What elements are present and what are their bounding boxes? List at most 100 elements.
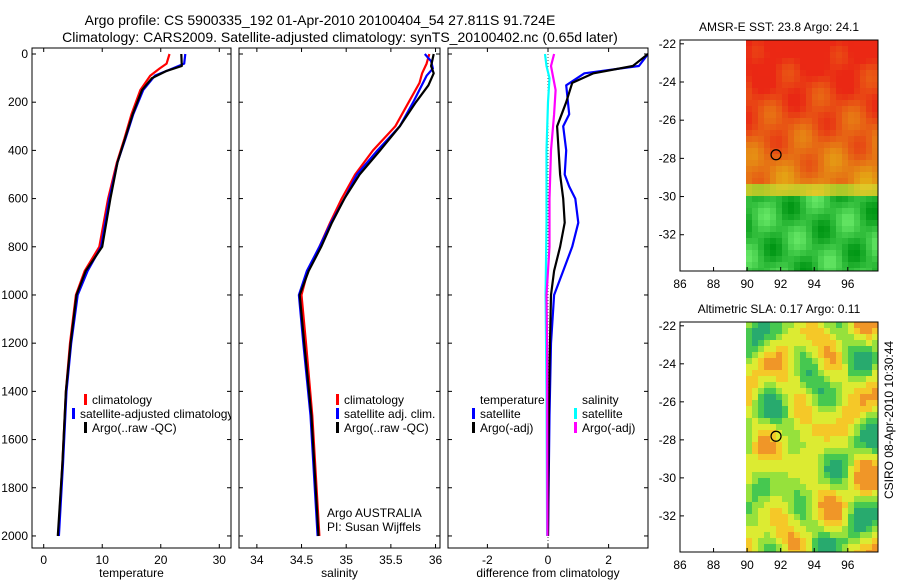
difference-xlabel: difference from climatology <box>476 566 619 580</box>
legend-overflow-mask <box>231 395 239 425</box>
diff-legend-sal-argo: Argo(-adj) <box>582 421 635 435</box>
difference-xtick-label: 0 <box>545 553 552 567</box>
sla-map-xtick-label: 96 <box>841 558 855 572</box>
sst-map-xtick-label: 92 <box>774 277 788 291</box>
salinity-xtick-label: 34 <box>250 553 264 567</box>
temperature-xtick-label: 0 <box>40 553 47 567</box>
sla-map-xtick-label: 90 <box>740 558 754 572</box>
temperature-xtick-label: 30 <box>213 553 227 567</box>
depth-tick-label: 200 <box>8 95 28 109</box>
pi-name-label: PI: Susan Wijffels <box>327 520 421 534</box>
sst-map-title: AMSR-E SST: 23.8 Argo: 24.1 <box>699 20 859 34</box>
sla-map-float-marker <box>770 430 782 442</box>
sst-map-ytick-label: -26 <box>659 113 677 127</box>
depth-tick-label: 2000 <box>1 529 28 543</box>
difference-series-black <box>546 53 648 537</box>
sst-map-float-marker <box>770 149 782 161</box>
temp-legend-argo: Argo(..raw -QC) <box>92 421 177 435</box>
depth-tick-label: 1200 <box>1 336 28 350</box>
csiro-timestamp-label: CSIRO 08-Apr-2010 10:30:44 <box>882 341 896 499</box>
sst-map-field <box>746 40 879 272</box>
sla-map-ytick-label: -24 <box>659 357 677 371</box>
sst-map-xtick-label: 96 <box>841 277 855 291</box>
sla-map-ytick-label: -28 <box>659 433 677 447</box>
depth-tick-label: 1400 <box>1 384 28 398</box>
diff-legend-temp-argo: Argo(-adj) <box>480 421 533 435</box>
sst-map <box>679 39 879 272</box>
sla-map-xtick-label: 86 <box>673 558 687 572</box>
diff-legend-temp-satellite-swatch <box>472 408 475 419</box>
depth-tick-label: 400 <box>8 143 28 157</box>
diff-legend-sal-argo-swatch <box>574 422 577 433</box>
salinity-series-black <box>298 53 435 537</box>
difference-series-blue <box>546 53 648 537</box>
depth-tick-label: 1600 <box>1 433 28 447</box>
difference-series-magenta <box>545 53 557 537</box>
temperature-xtick-label: 10 <box>96 553 110 567</box>
diff-legend-temp-satellite: satellite <box>480 407 521 421</box>
sst-map-ytick-label: -22 <box>659 37 677 51</box>
temperature-series-black <box>56 53 183 537</box>
sst-map-ytick-label: -30 <box>659 190 677 204</box>
sla-map-frame <box>679 321 879 553</box>
salinity-xtick-label: 35.5 <box>379 553 403 567</box>
sal-legend-satellite-swatch <box>336 408 339 419</box>
sla-map-xtick-label: 92 <box>774 558 788 572</box>
sst-map-xtick-label: 86 <box>673 277 687 291</box>
depth-tick-label: 1000 <box>1 288 28 302</box>
sla-map-ytick-label: -32 <box>659 509 677 523</box>
sal-legend-argo: Argo(..raw -QC) <box>344 421 429 435</box>
argo-australia-label: Argo AUSTRALIA <box>327 506 422 520</box>
sst-map-ytick-label: -28 <box>659 151 677 165</box>
sla-map-ytick-label: -22 <box>659 319 677 333</box>
diff-legend-salinity-heading: salinity <box>582 393 619 407</box>
figure-title-line1: Argo profile: CS 5900335_192 01-Apr-2010… <box>84 12 556 28</box>
temp-legend-climatology-swatch <box>84 394 87 405</box>
sst-map-ytick-label: -24 <box>659 75 677 89</box>
sal-legend-argo-swatch <box>336 422 339 433</box>
sla-map-xtick-label: 94 <box>808 558 822 572</box>
temperature-xlabel: temperature <box>99 566 164 580</box>
temp-legend-argo-swatch <box>84 422 87 433</box>
salinity-xlabel: salinity <box>321 566 358 580</box>
sst-map-xtick-label: 88 <box>707 277 721 291</box>
temperature-axes-box <box>31 47 232 549</box>
depth-tick-label: 600 <box>8 192 28 206</box>
diff-legend-temp-argo-swatch <box>472 422 475 433</box>
sla-map-ytick-label: -30 <box>659 471 677 485</box>
salinity-panel <box>238 47 441 549</box>
temp-legend-satellite-swatch <box>72 408 75 419</box>
temperature-panel <box>31 47 232 549</box>
sal-legend-satellite: satellite adj. clim. <box>344 407 435 421</box>
difference-xtick-label: -2 <box>482 553 493 567</box>
salinity-xtick-label: 34.5 <box>290 553 314 567</box>
sla-map-xtick-label: 88 <box>707 558 721 572</box>
difference-panel <box>447 47 649 549</box>
sst-map-ytick-label: -32 <box>659 228 677 242</box>
salinity-axes-box <box>238 47 441 549</box>
depth-tick-label: 1800 <box>1 481 28 495</box>
depth-tick-label: 800 <box>8 240 28 254</box>
sst-map-frame <box>679 39 879 272</box>
temp-legend-climatology: climatology <box>92 393 152 407</box>
sst-map-xtick-label: 94 <box>808 277 822 291</box>
temp-legend-satellite: satellite-adjusted climatology <box>80 407 233 421</box>
salinity-xtick-label: 35 <box>340 553 354 567</box>
diff-legend-sal-satellite: satellite <box>582 407 623 421</box>
difference-xtick-label: 2 <box>605 553 612 567</box>
sal-legend-climatology: climatology <box>344 393 404 407</box>
diff-legend-sal-satellite-swatch <box>574 408 577 419</box>
sst-map-xtick-label: 90 <box>740 277 754 291</box>
depth-tick-label: 0 <box>21 47 28 61</box>
figure-title-line2: Climatology: CARS2009. Satellite-adjuste… <box>62 29 618 45</box>
salinity-series-red <box>300 53 431 537</box>
sla-map-ytick-label: -26 <box>659 395 677 409</box>
diff-legend-temperature-heading: temperature <box>480 393 545 407</box>
sla-map-field <box>746 322 879 553</box>
sal-legend-climatology-swatch <box>336 394 339 405</box>
sla-map-title: Altimetric SLA: 0.17 Argo: 0.11 <box>698 302 861 316</box>
sla-map <box>679 321 879 553</box>
salinity-xtick-label: 36 <box>429 553 443 567</box>
temperature-xtick-label: 20 <box>154 553 168 567</box>
